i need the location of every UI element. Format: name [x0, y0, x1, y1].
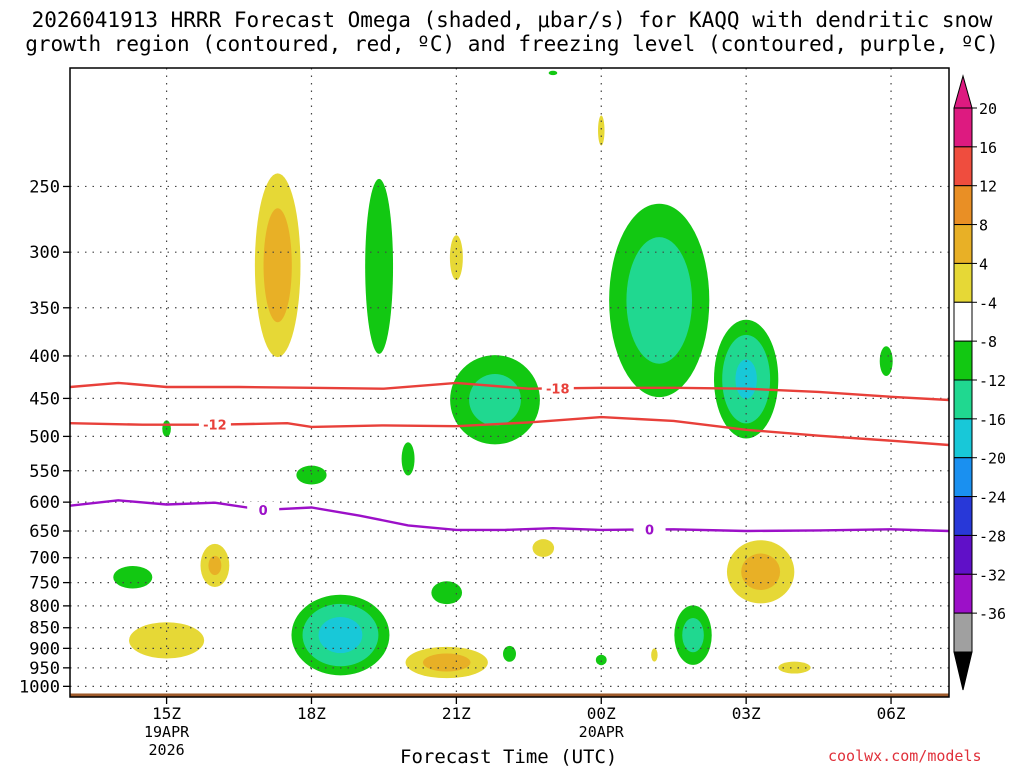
- y-tick-label-900: 900: [29, 639, 60, 659]
- colorbar-under-triangle: [953, 651, 973, 691]
- x-tick-label-06Z: 06Z: [877, 704, 906, 723]
- x-tick-sublabel-15Z-0: 19APR: [144, 723, 190, 741]
- y-tick-label-850: 850: [29, 619, 60, 639]
- colorbar-label--24: -24: [979, 489, 1006, 507]
- omega-cell-3-descent-8: [626, 237, 693, 364]
- colorbar-label--16: -16: [979, 411, 1006, 429]
- omega-cell-11-ascent-8: [208, 555, 222, 576]
- dgz-upper-label-0: -18: [546, 382, 570, 397]
- colorbar-label--8: -8: [979, 333, 997, 351]
- colorbar-box--32: [953, 573, 973, 614]
- colorbar-label-20: 20: [979, 100, 997, 118]
- colorbar-label--32: -32: [979, 566, 1006, 584]
- colorbar-box--4: [953, 301, 973, 342]
- omega-cell-0-ascent-8: [263, 208, 292, 323]
- omega-cell-10-ascent-8: [741, 553, 781, 591]
- colorbar-box-12: [953, 185, 973, 226]
- omega-cell-19-ascent-4: [651, 648, 658, 662]
- ground-below-surface: [70, 693, 949, 697]
- x-tick-label-21Z: 21Z: [442, 704, 471, 723]
- dgz-upper-contour: [70, 381, 949, 402]
- colorbar-over-triangle: [953, 74, 973, 109]
- y-tick-label-350: 350: [29, 299, 60, 319]
- colorbar-label-8: 8: [979, 217, 988, 235]
- colorbar-label-12: 12: [979, 178, 997, 196]
- axes: 2503003504004505005506006507007508008509…: [19, 67, 950, 759]
- omega-cell-8-descent-4: [401, 442, 415, 476]
- plot-frame: [69, 67, 950, 698]
- freezing-level-label-bg-3: [633, 521, 666, 538]
- x-tick-label-15Z: 15Z: [152, 704, 181, 723]
- colorbar-box--12: [953, 379, 973, 420]
- x-tick-label-03Z: 03Z: [732, 704, 761, 723]
- y-tick-label-650: 650: [29, 522, 60, 542]
- colorbar-box--16: [953, 418, 973, 459]
- omega-cell-23-ascent-4: [598, 115, 605, 146]
- y-tick-label-750: 750: [29, 574, 60, 594]
- colorbar-label--36: -36: [979, 605, 1006, 623]
- omega-cell-9-ascent-4: [532, 539, 555, 557]
- chart-title-line-2: growth region (contoured, red, ºC) and f…: [25, 32, 999, 56]
- colorbar-box--8: [953, 340, 973, 381]
- colorbar-box-16: [953, 146, 973, 187]
- omega-cell-13-ascent-4: [129, 622, 205, 659]
- credit-link[interactable]: coolwx.com/models: [828, 747, 982, 765]
- y-tick-label-600: 600: [29, 493, 60, 513]
- x-axis-label: Forecast Time (UTC): [400, 746, 618, 768]
- colorbar: 20 16 12 8 4 -4 -8 -12 -16 -20 -24 -28 -32 -36: [953, 74, 1006, 691]
- omega-cell-5-descent-8: [469, 374, 521, 426]
- y-tick-label-300: 300: [29, 243, 60, 263]
- dgz-lower-label-1: -12: [203, 419, 227, 434]
- x-tick-sublabel-00Z-0: 20APR: [579, 723, 625, 741]
- omega-cell-2-ascent-4: [449, 235, 463, 281]
- omega-cell-12-descent-4: [113, 565, 153, 589]
- y-tick-label-950: 950: [29, 659, 60, 679]
- omega-cell-1-descent-4: [365, 178, 394, 354]
- omega-cell-21-ascent-4: [778, 661, 811, 674]
- y-tick-label-800: 800: [29, 597, 60, 617]
- colorbar-label-16: 16: [979, 139, 997, 157]
- chart-title-line-1: 2026041913 HRRR Forecast Omega (shaded, …: [31, 8, 993, 32]
- freezing-level-contour: [70, 499, 949, 533]
- colorbar-box--24: [953, 496, 973, 536]
- omega-shading: [70, 70, 949, 697]
- dgz-upper-label-bg-0: [541, 380, 574, 397]
- colorbar-label--12: -12: [979, 372, 1006, 390]
- y-tick-label-550: 550: [29, 462, 60, 482]
- omega-cell-20-descent-8: [682, 617, 704, 653]
- dgz-lower-label-bg-1: [198, 416, 231, 433]
- y-tick-label-1000: 1000: [19, 677, 60, 697]
- y-tick-label-450: 450: [29, 389, 60, 409]
- colorbar-box-4: [953, 262, 973, 303]
- omega-cell-18-descent-4: [595, 654, 607, 666]
- omega-cell-17-descent-4: [503, 645, 516, 662]
- freezing-level-label-3: 0: [645, 524, 654, 539]
- omega-cell-16-descent-4: [431, 581, 463, 605]
- omega-cell-6-descent-4: [879, 346, 893, 376]
- y-tick-label-700: 700: [29, 549, 60, 569]
- colorbar-box--28: [953, 534, 973, 575]
- colorbar-box--36: [953, 612, 973, 653]
- omega-cell-14-descent-12: [318, 617, 363, 654]
- colorbar-label--20: -20: [979, 450, 1006, 468]
- freezing-level-label-2: 0: [259, 504, 268, 519]
- colorbar-box-20: [953, 107, 973, 148]
- colorbar-label--28: -28: [979, 527, 1006, 545]
- colorbar-box-8: [953, 224, 973, 264]
- colorbar-label--4: -4: [979, 294, 997, 312]
- omega-cell-24-descent-4: [548, 70, 558, 76]
- x-tick-label-00Z: 00Z: [587, 704, 616, 723]
- contour-lines: -18 -12 0 0: [70, 380, 949, 539]
- x-tick-sublabel-15Z-1: 2026: [149, 741, 185, 759]
- y-tick-label-400: 400: [29, 347, 60, 367]
- omega-cell-4-descent-12: [735, 359, 757, 399]
- y-tick-label-500: 500: [29, 427, 60, 447]
- freezing-level-label-bg-2: [247, 501, 280, 518]
- colorbar-box--20: [953, 457, 973, 498]
- y-tick-label-250: 250: [29, 177, 60, 197]
- omega-cell-15-ascent-8: [422, 653, 471, 672]
- colorbar-label-4: 4: [979, 255, 988, 273]
- x-tick-label-18Z: 18Z: [297, 704, 326, 723]
